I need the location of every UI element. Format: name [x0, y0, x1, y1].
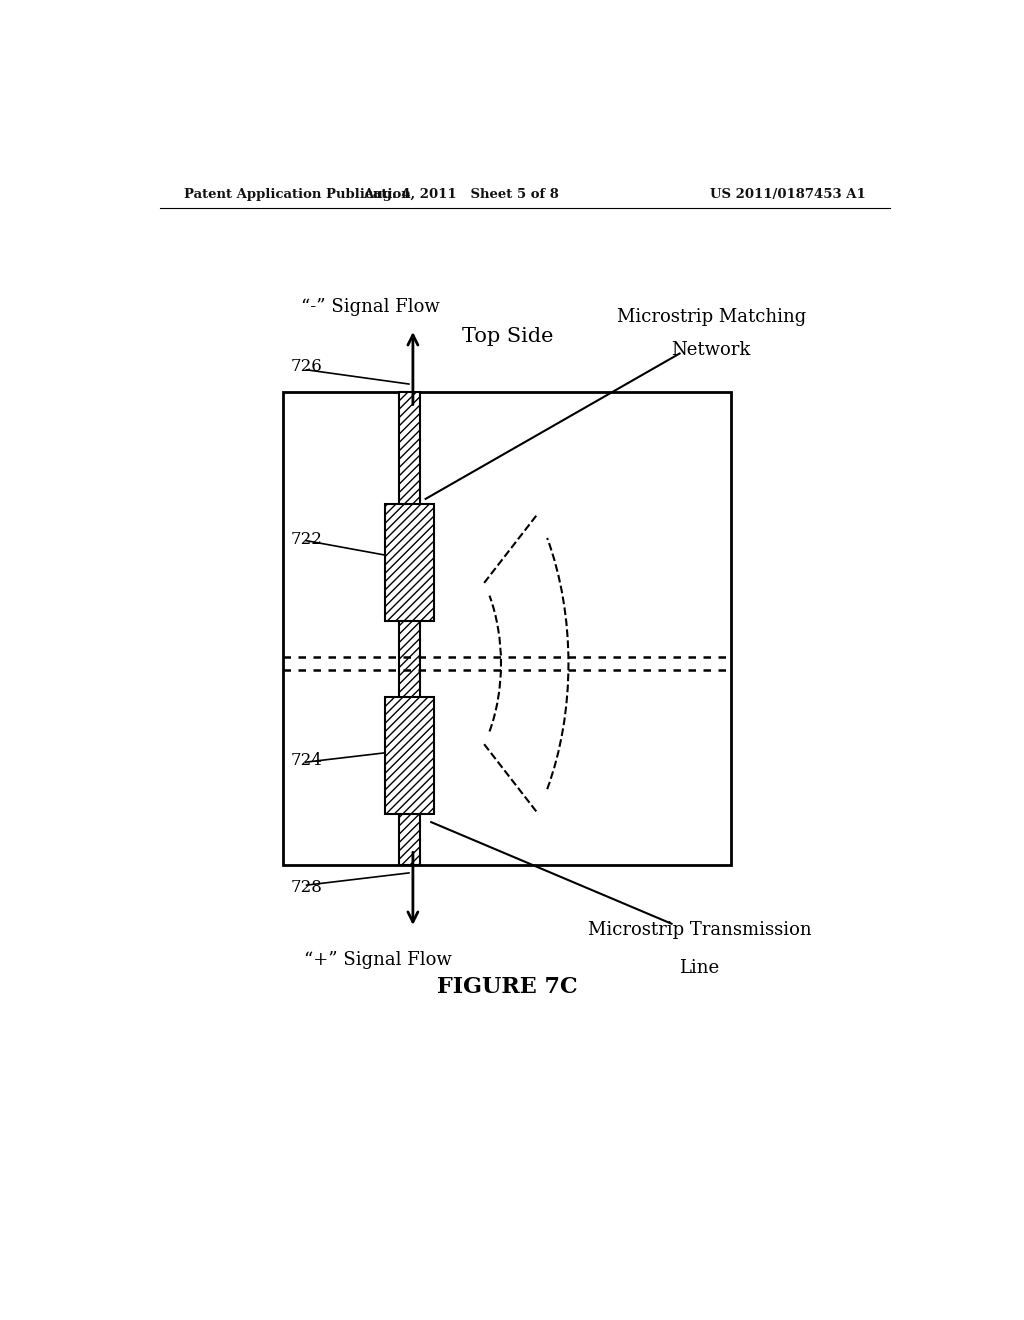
Text: US 2011/0187453 A1: US 2011/0187453 A1	[711, 189, 866, 202]
Text: 726: 726	[291, 358, 323, 375]
Text: 724: 724	[291, 751, 323, 768]
Bar	[399, 392, 420, 865]
Text: Line: Line	[679, 960, 720, 977]
Text: FIGURE 7C: FIGURE 7C	[437, 975, 578, 998]
Text: “-” Signal Flow: “-” Signal Flow	[301, 298, 439, 315]
Text: 728: 728	[291, 879, 323, 896]
Bar	[385, 504, 434, 620]
Text: Microstrip Transmission: Microstrip Transmission	[588, 921, 811, 939]
Text: Aug. 4, 2011   Sheet 5 of 8: Aug. 4, 2011 Sheet 5 of 8	[364, 189, 559, 202]
Text: Top Side: Top Side	[462, 327, 553, 346]
Text: 722: 722	[291, 531, 323, 548]
Bar	[385, 697, 434, 814]
Text: “+” Signal Flow: “+” Signal Flow	[304, 952, 452, 969]
Text: Network: Network	[672, 341, 751, 359]
Text: Microstrip Matching: Microstrip Matching	[616, 308, 806, 326]
Text: Patent Application Publication: Patent Application Publication	[183, 189, 411, 202]
Bar	[283, 392, 731, 865]
